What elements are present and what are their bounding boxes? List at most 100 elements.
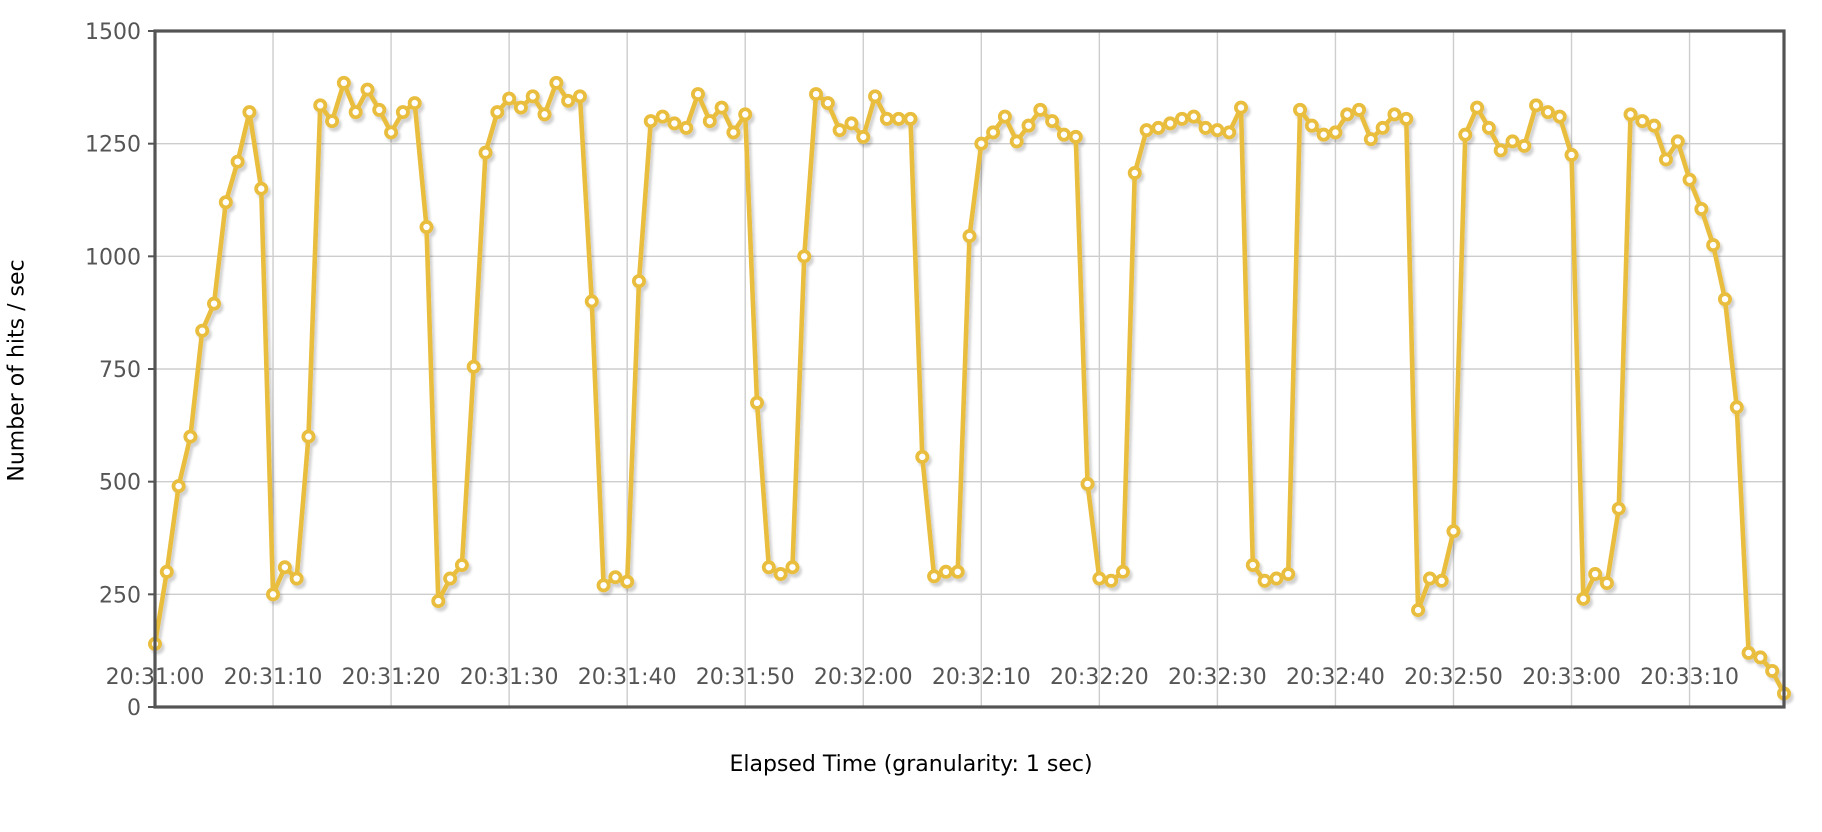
data-series-hits [147, 75, 1792, 701]
y-tick-label: 1250 [85, 133, 141, 158]
data-point-marker [667, 116, 682, 131]
data-point-marker [655, 109, 670, 124]
data-point-marker [1045, 114, 1060, 129]
data-point-marker [1765, 663, 1780, 678]
data-point-marker [561, 93, 576, 108]
data-point-marker [879, 111, 894, 126]
data-point-marker [289, 571, 304, 586]
data-point-marker [1316, 127, 1331, 142]
data-point-marker [997, 109, 1012, 124]
data-point-marker [395, 105, 410, 120]
data-point-marker [1222, 125, 1237, 140]
data-point-marker [1234, 100, 1249, 115]
data-point-marker [1458, 127, 1473, 142]
data-point-marker [1729, 400, 1744, 415]
data-point-marker [1056, 127, 1071, 142]
data-point-marker [1186, 109, 1201, 124]
data-point-marker [1104, 573, 1119, 588]
data-point-marker [1540, 105, 1555, 120]
data-point-marker [1163, 116, 1178, 131]
data-point-marker [868, 89, 883, 104]
data-point-marker [1375, 120, 1390, 135]
data-point-marker [419, 220, 434, 235]
data-point-marker [171, 479, 186, 494]
data-point-marker [773, 567, 788, 582]
data-point-marker [454, 558, 469, 573]
data-point-marker [549, 75, 564, 90]
data-point-marker [1647, 118, 1662, 133]
data-point-marker [1552, 109, 1567, 124]
data-point-marker [962, 229, 977, 244]
data-point-marker [1127, 165, 1142, 180]
data-point-marker [974, 136, 989, 151]
data-point-marker [1411, 603, 1426, 618]
data-point-marker [1281, 567, 1296, 582]
data-point-marker [1340, 107, 1355, 122]
data-point-marker [785, 560, 800, 575]
x-tick-label: 20:32:30 [1168, 665, 1267, 690]
data-point-marker [1257, 573, 1272, 588]
data-point-marker [1694, 202, 1709, 217]
data-point-marker [1328, 125, 1343, 140]
data-point-marker [1009, 134, 1024, 149]
x-tick-label: 20:33:00 [1522, 665, 1621, 690]
data-point-marker [207, 296, 222, 311]
data-point-marker [679, 120, 694, 135]
data-point-marker [1033, 102, 1048, 117]
data-point-marker [254, 181, 269, 196]
data-point-marker [691, 87, 706, 102]
data-point-marker [643, 114, 658, 129]
data-point-marker [927, 569, 942, 584]
data-point-marker [1269, 571, 1284, 586]
data-point-marker [1717, 292, 1732, 307]
data-point-marker [797, 249, 812, 264]
data-point-marker [1174, 111, 1189, 126]
data-point-marker [1210, 123, 1225, 138]
data-point-marker [266, 587, 281, 602]
data-point-marker [1387, 107, 1402, 122]
data-point-marker [1611, 501, 1626, 516]
data-point-marker [809, 87, 824, 102]
data-point-marker [738, 107, 753, 122]
x-tick-label: 20:31:20 [342, 665, 441, 690]
x-tick-label: 20:32:10 [932, 665, 1031, 690]
data-point-marker [844, 116, 859, 131]
data-point-marker [1564, 147, 1579, 162]
data-point-marker [1092, 571, 1107, 586]
data-point-marker [513, 100, 528, 115]
data-point-marker [313, 98, 328, 113]
data-point-marker [431, 594, 446, 609]
x-tick-label: 20:31:40 [578, 665, 677, 690]
y-tick-label: 1500 [85, 20, 141, 45]
data-point-marker [714, 100, 729, 115]
data-point-marker [1198, 120, 1213, 135]
data-point-marker [1576, 591, 1591, 606]
data-point-marker [986, 125, 1001, 140]
data-point-marker [1505, 134, 1520, 149]
data-point-marker [325, 114, 340, 129]
data-point-marker [1599, 576, 1614, 591]
data-point-marker [1139, 123, 1154, 138]
data-point-marker [183, 429, 198, 444]
x-tick-label: 20:32:20 [1050, 665, 1149, 690]
series-line [152, 80, 1787, 696]
data-point-marker [856, 129, 871, 144]
data-point-marker [1529, 98, 1544, 113]
data-point-marker [750, 395, 765, 410]
data-point-marker [1588, 567, 1603, 582]
data-point-marker [218, 195, 233, 210]
y-tick-label: 1000 [85, 245, 141, 270]
y-tick-label: 250 [99, 583, 141, 608]
data-point-marker [1434, 573, 1449, 588]
data-point-marker [1151, 120, 1166, 135]
x-tick-label: 20:31:30 [460, 665, 559, 690]
data-point-marker [1623, 107, 1638, 122]
data-point-marker [1635, 114, 1650, 129]
data-point-marker [903, 111, 918, 126]
data-point-marker [1753, 650, 1768, 665]
data-point-marker [384, 125, 399, 140]
data-point-marker [159, 564, 174, 579]
y-tick-label: 500 [99, 471, 141, 496]
data-point-marker [1068, 129, 1083, 144]
